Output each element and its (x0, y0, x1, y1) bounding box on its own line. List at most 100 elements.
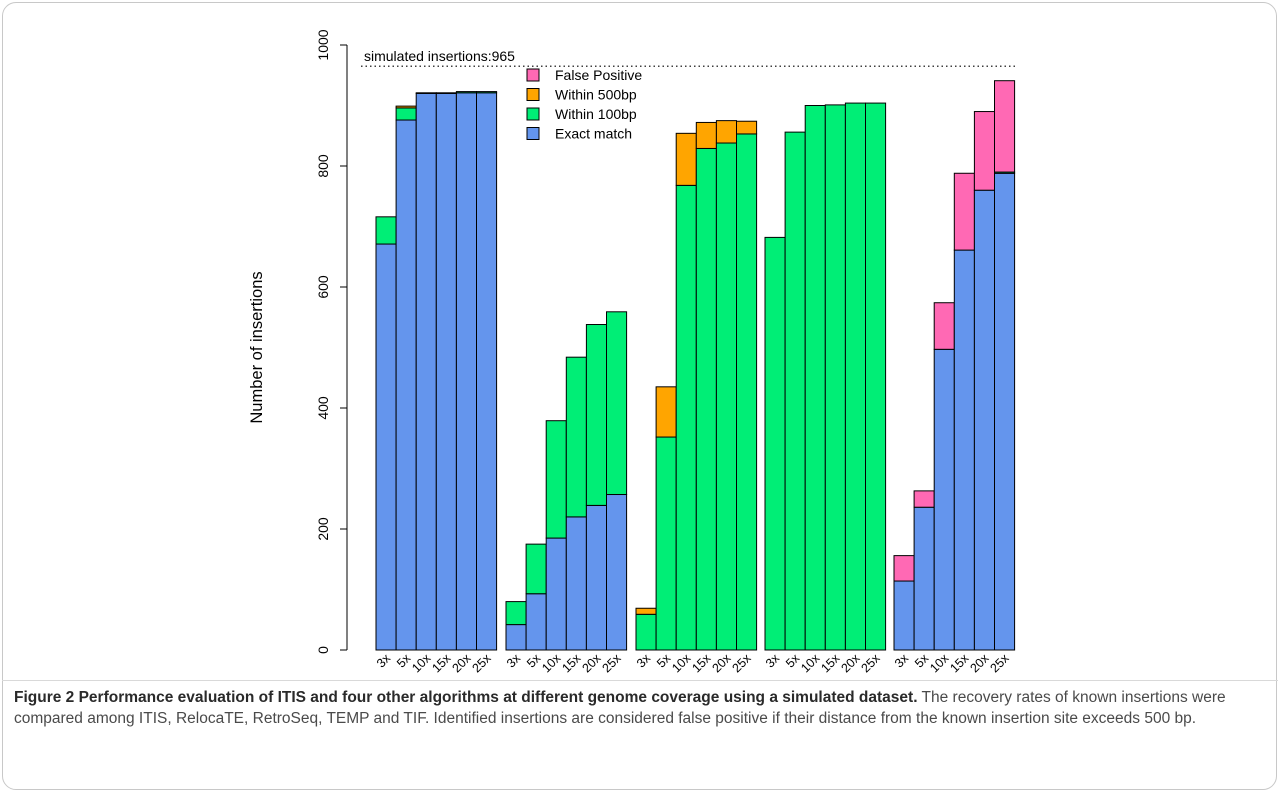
bar-segment-retroseq-20x-within-500bp (715, 120, 738, 144)
reference-line-label: simulated insertions:965 (364, 48, 515, 64)
x-tick-label: 15x (689, 651, 714, 676)
legend-swatch (526, 107, 540, 121)
x-tick-label: 10x (539, 651, 564, 676)
bar-segment-retroseq-15x-within-500bp (695, 121, 717, 149)
bar-segment-itis-20x-within-100bp (455, 91, 477, 94)
bar-segment-relocate-20x-within-100bp (585, 324, 608, 506)
bar-segment-itis-5x-exact-match (395, 119, 417, 651)
bar-segment-relocate-15x-within-100bp (565, 356, 587, 518)
bar-segment-retroseq-5x-within-500bp (655, 386, 677, 438)
y-axis: Number of insertions 0 200 400 600 800 1000 (248, 29, 348, 654)
bar-segment-tif-5x-false-positive (913, 490, 935, 508)
y-tick-label: 0 (315, 646, 331, 654)
bar-segment-itis-20x-exact-match (455, 92, 477, 651)
x-tick-label: 20x (579, 651, 604, 676)
legend-label: Within 100bp (555, 106, 637, 122)
x-tick-label: 20x (967, 651, 992, 676)
x-tick-label: 15x (429, 651, 454, 676)
y-tick-label: 1000 (315, 29, 331, 60)
x-tick-label: 15x (947, 651, 972, 676)
bar-segment-retroseq-25x-within-100bp (736, 133, 758, 651)
bar-segment-relocate-3x-within-100bp (505, 601, 527, 626)
bar-segment-retroseq-25x-within-500bp (736, 120, 758, 135)
bar-segment-itis-25x-within-100bp (476, 91, 498, 94)
bar-segment-temp-20x-within-100bp (844, 102, 867, 651)
bar-segment-tif-3x-exact-match (893, 580, 915, 651)
x-tick-label: 15x (818, 651, 843, 676)
bar-segment-retroseq-10x-within-100bp (675, 184, 697, 651)
legend-label: Within 500bp (555, 87, 637, 103)
bar-segment-relocate-25x-exact-match (606, 494, 628, 651)
bar-segment-tif-20x-exact-match (973, 189, 996, 651)
bar-segment-itis-25x-exact-match (476, 92, 498, 651)
bar-segment-relocate-25x-within-100bp (606, 311, 628, 496)
legend-label: False Positive (555, 67, 642, 83)
x-tick-label: 3x (374, 651, 394, 671)
x-tick-label: 3x (634, 651, 654, 671)
caption-title: Figure 2 Performance evaluation of ITIS … (14, 689, 918, 706)
bar-segment-relocate-5x-within-100bp (525, 543, 547, 595)
bar-segment-tif-10x-false-positive (933, 302, 955, 350)
legend-swatch (526, 88, 540, 101)
bar-segment-relocate-10x-exact-match (545, 537, 567, 651)
bar-segment-retroseq-3x-within-500bp (635, 607, 657, 615)
bar-segment-tif-10x-exact-match (933, 348, 955, 651)
x-tick-label: 3x (504, 651, 524, 671)
x-tick-label: 25x (730, 651, 755, 676)
bar-segment-retroseq-15x-within-100bp (695, 147, 717, 651)
x-tick-label: 25x (470, 651, 495, 676)
bar-segment-relocate-10x-within-100bp (545, 420, 567, 539)
x-tick-label: 3x (763, 651, 783, 671)
y-tick-label: 400 (315, 396, 331, 420)
bar-segment-relocate-5x-exact-match (525, 593, 547, 651)
bars (375, 80, 1016, 651)
bar-segment-tif-25x-false-positive (994, 80, 1016, 173)
bar-segment-tif-25x-exact-match (994, 172, 1016, 651)
bar-segment-retroseq-20x-within-100bp (715, 142, 738, 651)
y-axis-label: Number of insertions (248, 271, 266, 423)
x-tick-label: 25x (600, 651, 625, 676)
bar-segment-relocate-3x-exact-match (505, 624, 527, 651)
legend-label: Exact match (555, 126, 632, 142)
bar-segment-retroseq-10x-within-500bp (675, 132, 697, 186)
bar-segment-temp-25x-within-100bp (865, 102, 887, 651)
bar-segment-itis-5x-within-100bp (395, 107, 417, 121)
caption-separator (2, 680, 1278, 681)
figure-caption: Figure 2 Performance evaluation of ITIS … (14, 687, 1264, 729)
x-tick-label: 25x (988, 651, 1013, 676)
bar-segment-temp-15x-within-100bp (824, 104, 846, 651)
bar-segment-itis-10x-within-100bp (415, 92, 437, 94)
x-tick-label: 25x (859, 651, 884, 676)
bar-segment-itis-3x-within-100bp (375, 216, 397, 245)
x-tick-label: 15x (559, 651, 584, 676)
x-tick-label: 20x (449, 651, 474, 676)
bar-segment-tif-3x-false-positive (893, 555, 915, 582)
bar-segment-tif-15x-exact-match (953, 249, 975, 651)
legend-swatch (526, 68, 540, 82)
bar-segment-tif-20x-false-positive (973, 111, 996, 191)
x-tick-label: 10x (669, 651, 694, 676)
legend: False Positive Within 500bp Within 100bp Ex… (526, 67, 642, 142)
bar-segment-relocate-20x-exact-match (585, 504, 608, 651)
y-tick-label: 200 (315, 517, 331, 541)
bar-segment-itis-15x-exact-match (435, 92, 457, 651)
bar-segment-tif-15x-false-positive (953, 172, 975, 251)
bar-segment-itis-3x-exact-match (375, 243, 397, 651)
bar-segment-temp-3x-within-100bp (764, 236, 786, 651)
x-tick-label: 10x (409, 651, 434, 676)
y-tick-label: 600 (315, 275, 331, 299)
stacked-bar-chart: simulated insertions:965 Number of inser… (248, 29, 1016, 676)
x-tick-label: 10x (927, 651, 952, 676)
y-tick-label: 800 (315, 154, 331, 178)
bar-segment-itis-10x-exact-match (415, 92, 437, 651)
bar-segment-temp-5x-within-100bp (784, 131, 806, 651)
bar-segment-temp-10x-within-100bp (804, 105, 826, 651)
bar-segment-relocate-15x-exact-match (565, 516, 587, 651)
x-tick-label: 3x (892, 651, 912, 671)
x-tick-label: 10x (798, 651, 823, 676)
caption-body: The recovery rates of known insertions w… (14, 689, 1226, 727)
bar-segment-itis-15x-within-100bp (435, 92, 457, 94)
bar-segment-tif-5x-exact-match (913, 506, 935, 651)
bar-segment-retroseq-3x-within-100bp (635, 613, 657, 651)
